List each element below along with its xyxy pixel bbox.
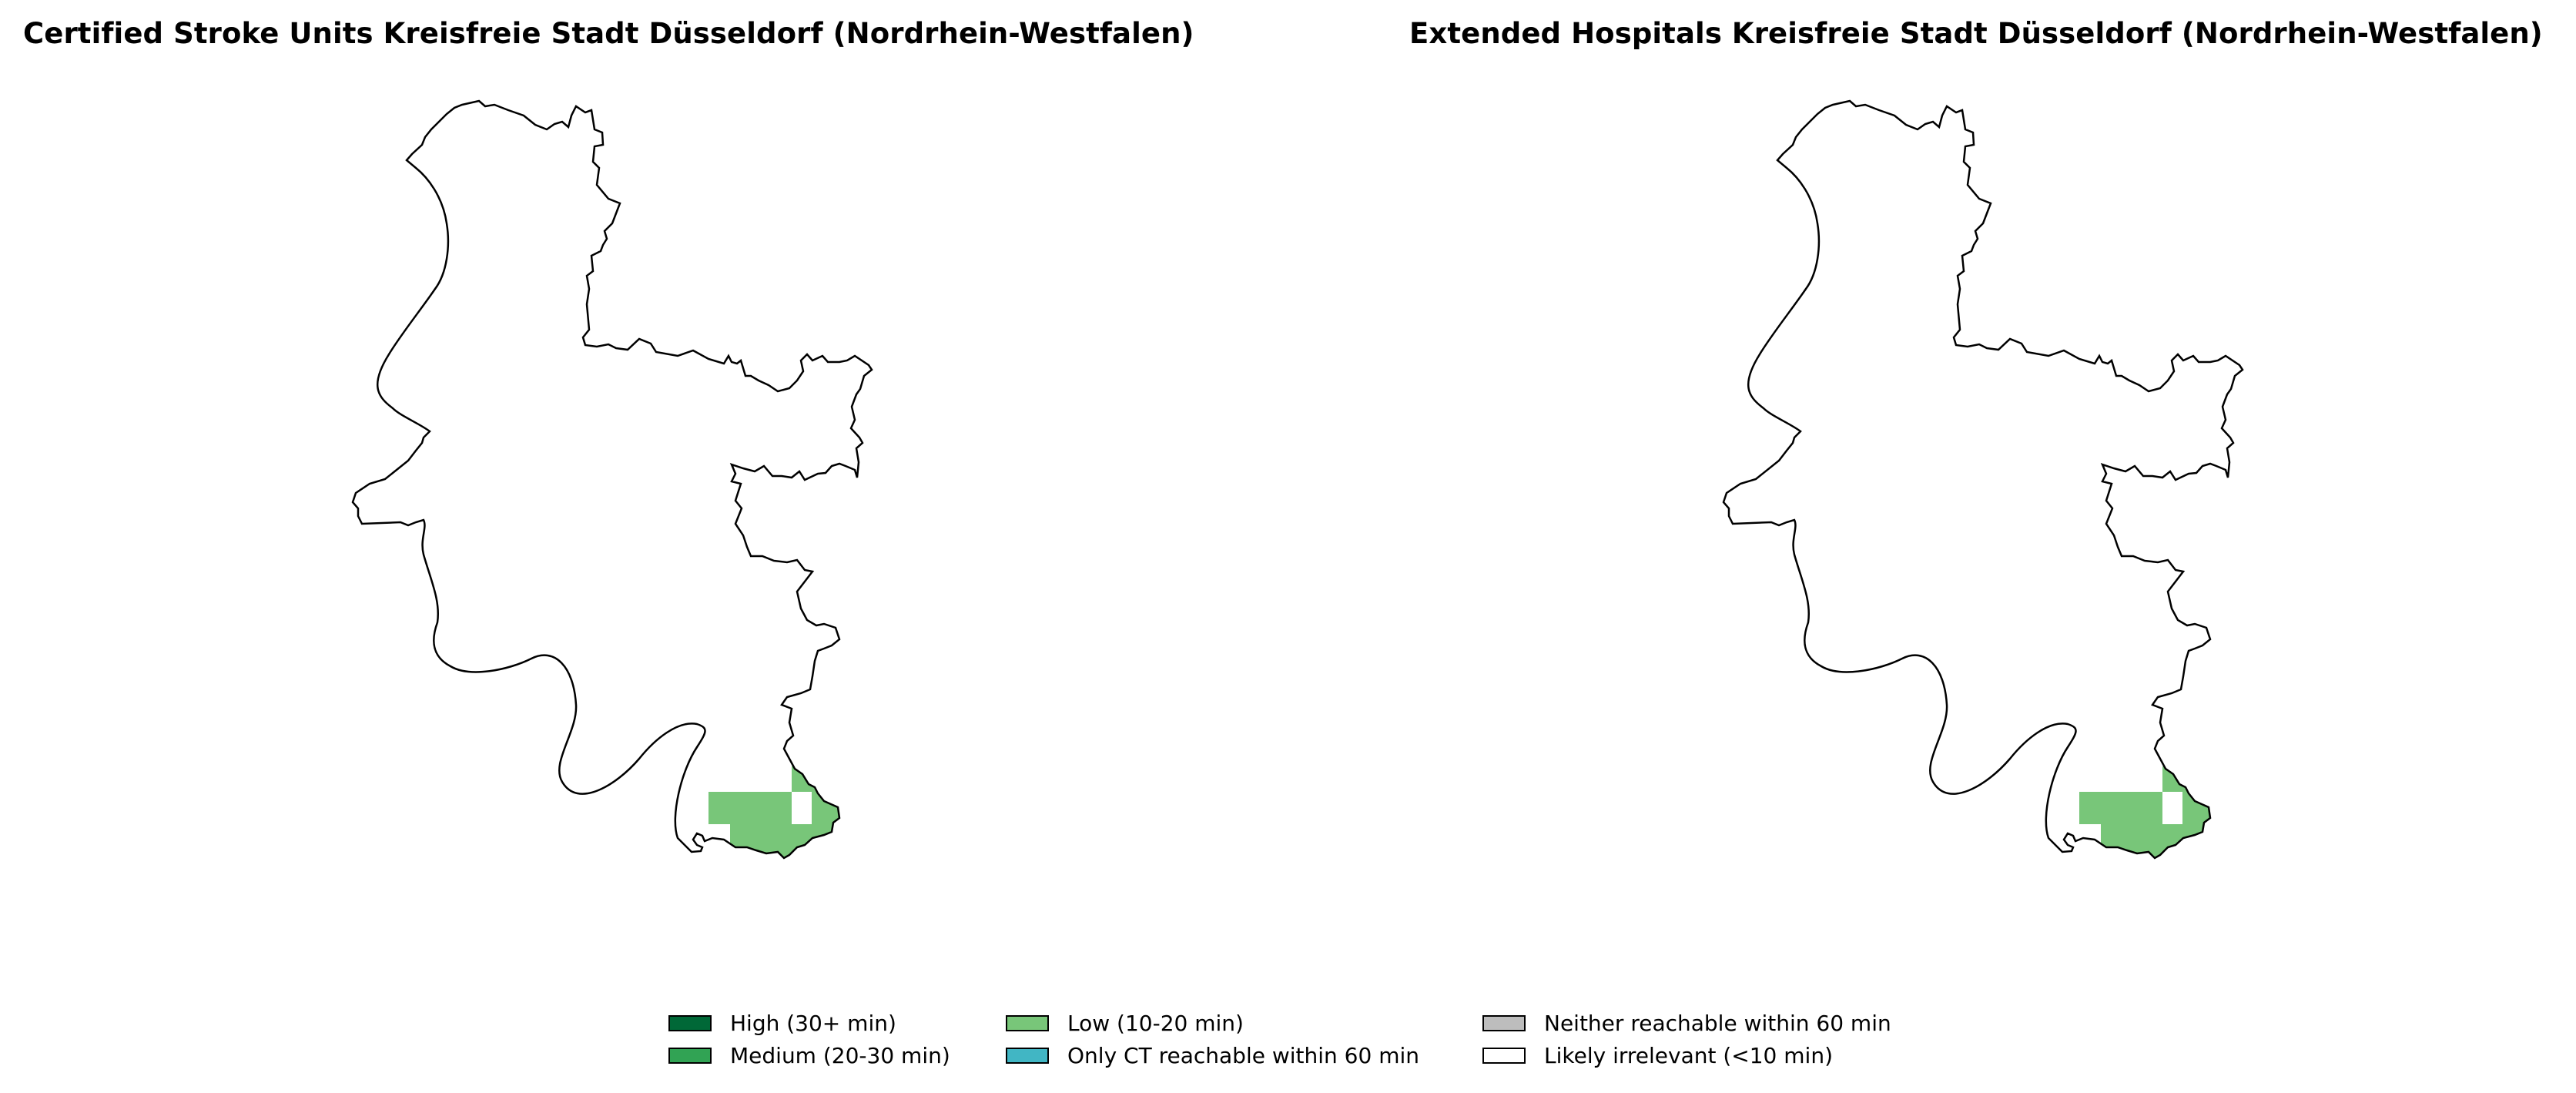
legend-label-neither: Neither reachable within 60 min [1544, 1011, 1891, 1036]
grid-cell-irrelevant [792, 792, 812, 824]
legend-label-low: Low (10-20 min) [1067, 1011, 1244, 1036]
grid-cell-low [2187, 766, 2243, 858]
city-boundary [351, 99, 873, 860]
grid-cell-irrelevant [2162, 792, 2182, 824]
grid-cell-low [816, 766, 872, 858]
legend-swatch-low [1006, 1015, 1049, 1031]
legend-label-medium: Medium (20-30 min) [730, 1043, 950, 1068]
map-panel-extended-hospitals [1722, 99, 2244, 860]
reach-grid-low [2064, 766, 2243, 858]
legend-item-low: Low (10-20 min) [1006, 1011, 1244, 1036]
legend-item-high: High (30+ min) [668, 1011, 896, 1036]
legend: High (30+ min) Medium (20-30 min) Low (1… [668, 1011, 1931, 1088]
legend-label-ct-only: Only CT reachable within 60 min [1067, 1043, 1420, 1068]
legend-item-medium: Medium (20-30 min) [668, 1043, 950, 1068]
map-panel-stroke-units [351, 99, 873, 860]
grid-cell-irrelevant [2064, 824, 2101, 858]
city-boundary [1722, 99, 2244, 860]
grid-cell-irrelevant [693, 824, 730, 858]
reach-grid-low [693, 766, 872, 858]
legend-swatch-neither [1482, 1015, 1526, 1031]
legend-item-irrelevant: Likely irrelevant (<10 min) [1482, 1043, 1833, 1068]
map-title-stroke-units: Certified Stroke Units Kreisfreie Stadt … [23, 17, 1194, 50]
legend-swatch-irrelevant [1482, 1048, 1526, 1064]
map-title-extended-hospitals: Extended Hospitals Kreisfreie Stadt Düss… [1409, 17, 2543, 50]
legend-item-neither: Neither reachable within 60 min [1482, 1011, 1891, 1036]
legend-item-ct-only: Only CT reachable within 60 min [1006, 1043, 1419, 1068]
legend-label-high: High (30+ min) [730, 1011, 896, 1036]
legend-swatch-high [668, 1015, 712, 1031]
legend-label-irrelevant: Likely irrelevant (<10 min) [1544, 1043, 1833, 1068]
legend-swatch-medium [668, 1048, 712, 1064]
legend-swatch-ct-only [1006, 1048, 1049, 1064]
